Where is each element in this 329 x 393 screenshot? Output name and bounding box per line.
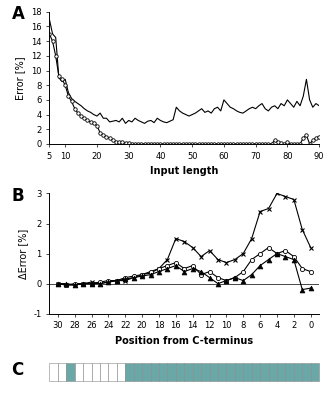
Bar (108, 363, 117, 381)
Bar (150, 363, 159, 381)
Bar (117, 363, 125, 381)
Bar (167, 363, 176, 381)
Bar (193, 363, 201, 381)
Bar (302, 363, 311, 381)
Bar (311, 363, 319, 381)
Bar (294, 363, 302, 381)
X-axis label: Position from C-terminus: Position from C-terminus (115, 336, 253, 346)
Y-axis label: Error [%]: Error [%] (15, 56, 26, 100)
Y-axis label: ΔError [%]: ΔError [%] (18, 228, 28, 279)
Bar (184, 363, 193, 381)
Bar (49, 363, 58, 381)
Bar (58, 363, 66, 381)
Text: A: A (12, 5, 24, 23)
Bar (260, 363, 268, 381)
Bar (75, 363, 83, 381)
Bar (243, 363, 252, 381)
Bar (235, 363, 243, 381)
Bar (91, 363, 100, 381)
X-axis label: Input length: Input length (150, 166, 218, 176)
Bar (210, 363, 218, 381)
Bar (285, 363, 294, 381)
Bar (277, 363, 286, 381)
Bar (201, 363, 210, 381)
Bar (159, 363, 167, 381)
Bar (176, 363, 184, 381)
Bar (226, 363, 235, 381)
Bar (142, 363, 150, 381)
Text: C: C (12, 362, 24, 379)
Bar (125, 363, 134, 381)
Bar (134, 363, 142, 381)
Bar (218, 363, 226, 381)
Bar (66, 363, 75, 381)
Bar (252, 363, 260, 381)
Bar (268, 363, 277, 381)
Bar (100, 363, 108, 381)
Bar (83, 363, 91, 381)
Text: B: B (12, 187, 24, 206)
